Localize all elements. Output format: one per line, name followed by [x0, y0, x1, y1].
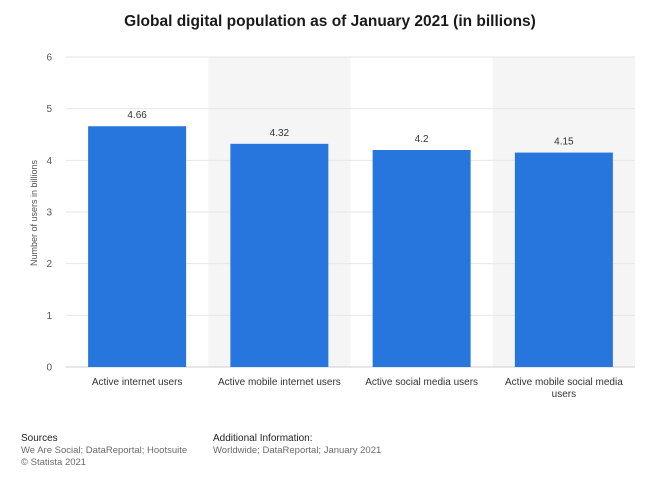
- sources-title: Sources: [21, 433, 58, 444]
- y-tick-label: 6: [46, 53, 52, 64]
- data-label: 4.66: [127, 110, 147, 121]
- y-tick-label: 4: [46, 156, 52, 167]
- data-label: 4.15: [554, 137, 574, 148]
- x-tick-label: Active social media users: [365, 377, 478, 388]
- x-tick-label: Active internet users: [92, 377, 183, 388]
- copyright-line: © Statista 2021: [21, 457, 87, 468]
- x-tick-label: Active mobile social media users: [505, 377, 623, 400]
- y-tick-label: 0: [46, 363, 52, 374]
- y-tick-label: 5: [46, 104, 52, 115]
- bar-chart: 0 1 2 3 4 5 6 4.66 4.32 4.2 4.15 Active internet …: [29, 53, 635, 400]
- y-axis-label: Number of users in billions: [29, 159, 39, 266]
- bar: [88, 126, 187, 367]
- bar: [230, 143, 329, 367]
- additional-info-line: Worldwide; DataReportal; January 2021: [213, 445, 382, 456]
- chart-title: Global digital population as of January …: [124, 13, 536, 30]
- bars: [88, 126, 613, 367]
- y-tick-label: 2: [46, 259, 52, 270]
- y-axis-ticks: 0 1 2 3 4 5 6: [46, 53, 52, 374]
- value-labels: 4.66 4.32 4.2 4.15: [127, 110, 574, 147]
- data-label: 4.32: [270, 128, 290, 139]
- x-axis-labels: Active internet users Active mobile inter…: [92, 377, 623, 400]
- data-label: 4.2: [415, 134, 429, 145]
- bar: [372, 150, 471, 367]
- sources-block: Sources We Are Social; DataReportal; Hoo…: [21, 433, 187, 469]
- additional-info-title: Additional Information:: [213, 433, 313, 444]
- y-tick-label: 3: [46, 208, 52, 219]
- x-tick-label: Active mobile internet users: [218, 377, 341, 388]
- y-tick-label: 1: [46, 311, 52, 322]
- bar: [514, 152, 613, 367]
- additional-info-block: Additional Information: Worldwide; DataR…: [213, 433, 381, 457]
- sources-line: We Are Social; DataReportal; Hootsuite: [21, 445, 188, 456]
